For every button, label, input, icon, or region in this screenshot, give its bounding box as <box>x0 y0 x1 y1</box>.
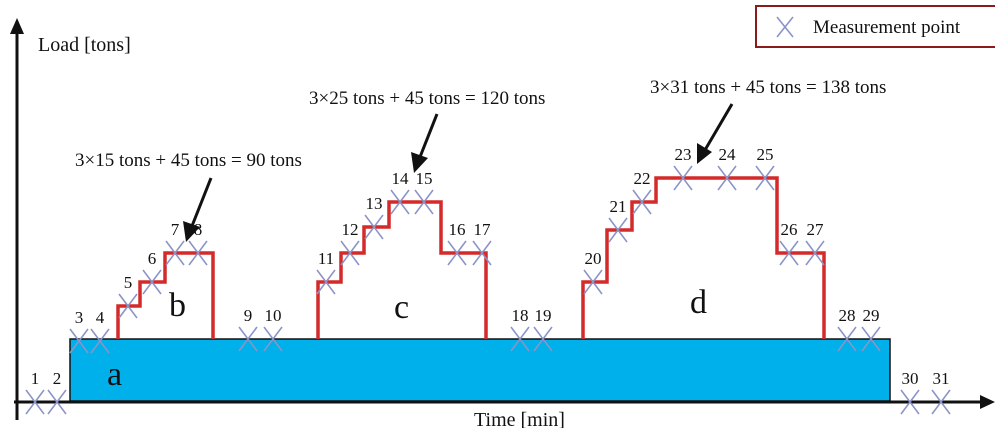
measurement-point-label-28: 28 <box>839 306 856 325</box>
measurement-point-label-1: 1 <box>31 369 40 388</box>
measurement-point-label-12: 12 <box>342 220 359 239</box>
measurement-marker-31 <box>931 389 951 415</box>
measurement-point-label-3: 3 <box>75 308 84 327</box>
measurement-point-label-11: 11 <box>318 249 334 268</box>
measurement-marker-21 <box>608 217 628 243</box>
legend: Measurement point <box>755 5 995 48</box>
measurement-point-label-17: 17 <box>474 220 492 239</box>
measurement-marker-16 <box>447 240 467 266</box>
measurement-markers <box>25 165 951 415</box>
callout-arrow-b <box>183 177 213 242</box>
measurement-marker-27 <box>805 240 825 266</box>
y-axis-arrow <box>10 18 24 34</box>
measurement-marker-25 <box>755 165 775 191</box>
measurement-point-label-10: 10 <box>265 306 282 325</box>
measurement-marker-4 <box>90 328 110 354</box>
measurement-point-label-5: 5 <box>124 273 133 292</box>
measurement-marker-14 <box>390 189 410 215</box>
measurement-point-label-30: 30 <box>902 369 919 388</box>
callout-arrow-d <box>697 103 734 164</box>
measurement-marker-11 <box>316 269 336 295</box>
measurement-marker-5 <box>118 293 138 319</box>
x-axis-label: Time [min] <box>474 409 565 428</box>
measurement-marker-22 <box>632 189 652 215</box>
measurement-marker-24 <box>717 165 737 191</box>
measurement-point-label-8: 8 <box>194 220 203 239</box>
equation-b: 3×15 tons + 45 tons = 90 tons <box>75 150 302 171</box>
measurement-point-label-31: 31 <box>933 369 950 388</box>
measurement-marker-20 <box>583 269 603 295</box>
measurement-marker-30 <box>900 389 920 415</box>
y-axis-label: Load [tons] <box>38 34 131 56</box>
load-step-c <box>316 200 488 339</box>
region-label-c: c <box>394 289 409 326</box>
measurement-point-label-7: 7 <box>171 220 180 239</box>
measurement-marker-1 <box>25 389 45 415</box>
region-label-b: b <box>169 287 186 324</box>
measurement-marker-2 <box>47 389 67 415</box>
measurement-point-label-15: 15 <box>416 169 433 188</box>
measurement-point-label-26: 26 <box>781 220 798 239</box>
measurement-point-label-27: 27 <box>807 220 825 239</box>
measurement-marker-18 <box>510 326 530 352</box>
measurement-point-label-4: 4 <box>96 308 105 327</box>
callout-arrow-c <box>411 113 439 173</box>
measurement-marker-12 <box>340 240 360 266</box>
measurement-point-label-24: 24 <box>719 145 737 164</box>
measurement-point-label-9: 9 <box>244 306 253 325</box>
measurement-point-label-2: 2 <box>53 369 62 388</box>
measurement-point-label-25: 25 <box>757 145 774 164</box>
legend-label: Measurement point <box>813 17 961 38</box>
measurement-marker-10 <box>263 326 283 352</box>
measurement-marker-23 <box>673 165 693 191</box>
measurement-marker-7 <box>165 240 185 266</box>
measurement-marker-8 <box>188 240 208 266</box>
measurement-point-label-22: 22 <box>634 169 651 188</box>
measurement-point-label-23: 23 <box>675 145 692 164</box>
load-step-b <box>116 251 215 339</box>
measurement-point-label-16: 16 <box>449 220 466 239</box>
measurement-marker-13 <box>364 214 384 240</box>
measurement-marker-3 <box>69 328 89 354</box>
measurement-point-label-13: 13 <box>366 194 383 213</box>
load-step-d <box>581 176 826 339</box>
measurement-marker-19 <box>533 326 553 352</box>
measurement-point-label-14: 14 <box>392 169 410 188</box>
measurement-marker-17 <box>472 240 492 266</box>
x-cross-marker-icon <box>776 16 794 38</box>
measurement-point-label-18: 18 <box>512 306 529 325</box>
measurement-point-label-29: 29 <box>863 306 880 325</box>
measurement-point-label-19: 19 <box>535 306 552 325</box>
x-axis-arrow <box>980 395 995 409</box>
measurement-marker-15 <box>414 189 434 215</box>
equation-d: 3×31 tons + 45 tons = 138 tons <box>650 77 886 98</box>
measurement-marker-9 <box>238 326 258 352</box>
equation-c: 3×25 tons + 45 tons = 120 tons <box>309 88 545 109</box>
measurement-marker-28 <box>837 326 857 352</box>
base-load-block <box>69 338 891 402</box>
measurement-marker-26 <box>779 240 799 266</box>
measurement-point-label-20: 20 <box>585 249 602 268</box>
measurement-point-label-6: 6 <box>148 249 157 268</box>
region-label-d: d <box>690 284 707 321</box>
region-label-a: a <box>107 356 122 393</box>
measurement-marker-6 <box>142 269 162 295</box>
measurement-point-label-21: 21 <box>610 197 627 216</box>
measurement-marker-29 <box>861 326 881 352</box>
